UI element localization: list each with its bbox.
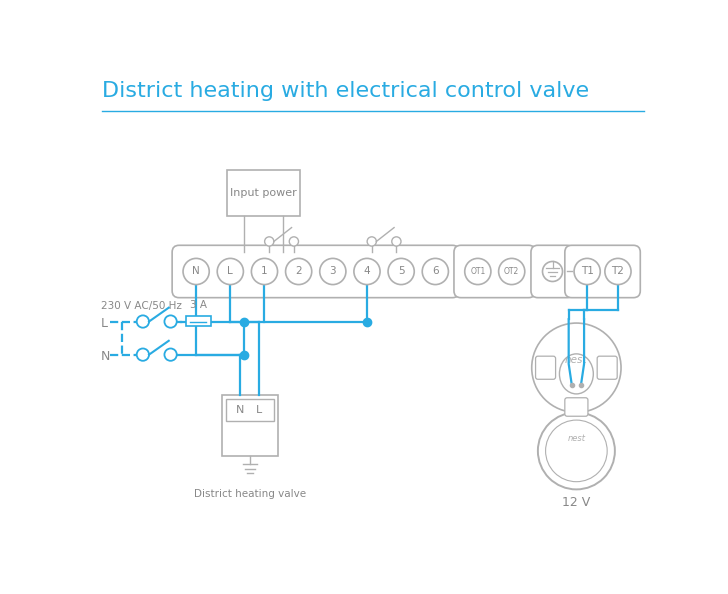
- Text: N: N: [237, 405, 245, 415]
- Circle shape: [392, 237, 401, 246]
- Text: L: L: [100, 317, 108, 330]
- Text: OT1: OT1: [470, 267, 486, 276]
- Circle shape: [499, 258, 525, 285]
- Text: T1: T1: [581, 267, 593, 276]
- Bar: [222, 394, 277, 456]
- Circle shape: [251, 258, 277, 285]
- Text: nest: nest: [565, 355, 587, 365]
- Circle shape: [320, 258, 346, 285]
- Circle shape: [165, 349, 177, 361]
- Text: District heating valve: District heating valve: [194, 489, 306, 498]
- Text: 3 A: 3 A: [190, 301, 207, 311]
- FancyBboxPatch shape: [565, 398, 588, 416]
- Circle shape: [289, 237, 298, 246]
- Text: T2: T2: [612, 267, 625, 276]
- Text: N: N: [192, 267, 200, 276]
- Text: L: L: [256, 405, 263, 415]
- Bar: [186, 316, 210, 326]
- Circle shape: [542, 261, 563, 282]
- Text: OT2: OT2: [504, 267, 519, 276]
- Circle shape: [464, 258, 491, 285]
- Text: 5: 5: [397, 267, 405, 276]
- Text: L: L: [227, 267, 233, 276]
- Circle shape: [422, 258, 448, 285]
- Text: 12 V: 12 V: [562, 495, 590, 508]
- Text: nest: nest: [567, 434, 585, 443]
- Bar: [227, 170, 300, 216]
- Circle shape: [531, 323, 621, 412]
- Text: 230 V AC/50 Hz: 230 V AC/50 Hz: [100, 301, 181, 311]
- FancyBboxPatch shape: [531, 245, 574, 298]
- FancyBboxPatch shape: [597, 356, 617, 380]
- Text: 6: 6: [432, 267, 439, 276]
- Circle shape: [367, 237, 376, 246]
- Circle shape: [285, 258, 312, 285]
- Circle shape: [538, 412, 615, 489]
- Bar: [226, 399, 274, 421]
- Text: 4: 4: [364, 267, 371, 276]
- Text: 3: 3: [330, 267, 336, 276]
- Text: District heating with electrical control valve: District heating with electrical control…: [102, 81, 589, 100]
- FancyBboxPatch shape: [454, 245, 536, 298]
- Text: N: N: [100, 350, 110, 363]
- Circle shape: [354, 258, 380, 285]
- FancyBboxPatch shape: [536, 356, 555, 380]
- Circle shape: [137, 315, 149, 328]
- Circle shape: [217, 258, 243, 285]
- Circle shape: [388, 258, 414, 285]
- FancyBboxPatch shape: [172, 245, 459, 298]
- Circle shape: [545, 420, 607, 482]
- Circle shape: [574, 258, 601, 285]
- Text: 2: 2: [296, 267, 302, 276]
- Circle shape: [165, 315, 177, 328]
- Text: 1: 1: [261, 267, 268, 276]
- Circle shape: [605, 258, 631, 285]
- Circle shape: [137, 349, 149, 361]
- Circle shape: [183, 258, 209, 285]
- FancyBboxPatch shape: [565, 245, 641, 298]
- Ellipse shape: [559, 354, 593, 394]
- Text: Input power: Input power: [230, 188, 297, 198]
- Circle shape: [264, 237, 274, 246]
